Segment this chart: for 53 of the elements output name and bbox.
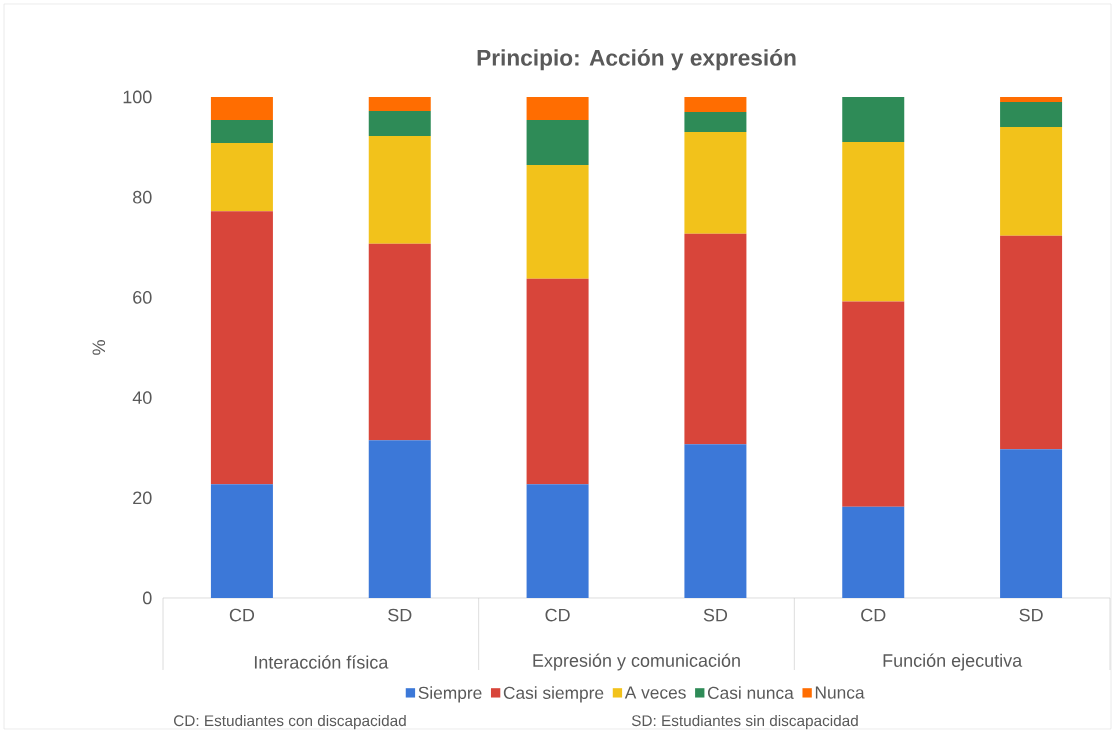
bar (210, 211, 273, 485)
legend-label: Casi nunca (707, 686, 794, 699)
x-tick-label: CD (545, 608, 570, 622)
bar (210, 484, 273, 598)
bar (526, 165, 589, 279)
y-tick-label: 80 (133, 190, 152, 204)
bar (842, 301, 905, 507)
y-tick-label: 20 (133, 491, 152, 505)
text: SD: Estudiantes sin discapacidad (631, 714, 858, 730)
bar (842, 96, 905, 143)
text: Interacción física (254, 655, 389, 669)
bar (368, 243, 431, 441)
bar (1000, 449, 1063, 598)
bar (1000, 102, 1063, 128)
bar (1000, 235, 1063, 450)
bar (368, 440, 431, 598)
bar (368, 111, 431, 137)
bar (526, 278, 589, 485)
legend-label: Casi siempre (503, 686, 604, 703)
y-axis-title: % (92, 340, 106, 355)
legend-label: Siempre (418, 686, 482, 703)
bar (210, 96, 273, 121)
chart-title: Principio: Acción y expresión (477, 48, 796, 71)
bar (1000, 96, 1063, 102)
x-tick-label: SD (703, 608, 728, 622)
bar (526, 96, 589, 121)
bar (684, 96, 747, 113)
x-tick-label: CD (229, 608, 255, 622)
bar (684, 233, 747, 445)
bar (1000, 127, 1063, 236)
bar (526, 120, 589, 166)
legend-label: A veces (624, 686, 686, 699)
bar (368, 96, 431, 112)
bar (684, 444, 747, 598)
bar (210, 143, 273, 212)
text: Expresión y comunicación (533, 653, 740, 671)
text: CD: Estudiantes con discapacidad (174, 714, 406, 730)
bar (684, 112, 747, 133)
y-tick-label: 100 (123, 90, 152, 104)
x-tick-label: CD (861, 608, 886, 622)
bar (526, 484, 589, 598)
text: Función ejecutiva (883, 653, 1023, 671)
x-tick-label: SD (1019, 608, 1043, 622)
legend-label: Nunca (815, 686, 865, 699)
y-tick-label: 40 (132, 391, 152, 404)
bar (684, 132, 747, 234)
y-tick-label: 0 (143, 591, 152, 605)
bar (842, 142, 905, 302)
x-tick-label: SD (388, 608, 412, 622)
y-tick-label: 60 (133, 291, 152, 304)
bar (210, 120, 273, 144)
bar (842, 506, 905, 598)
bar (368, 136, 431, 244)
